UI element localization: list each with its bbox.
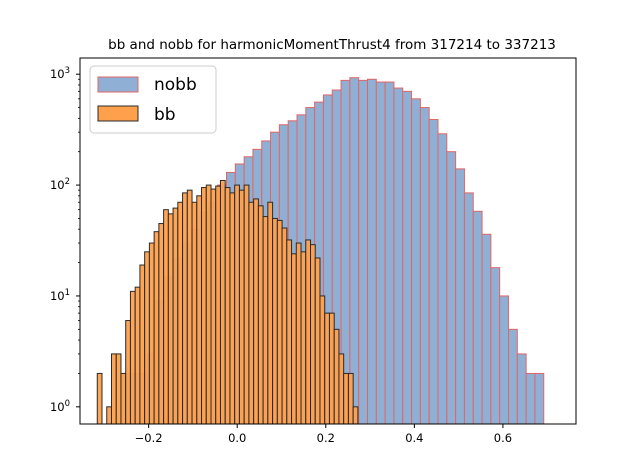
x-tick-label-0: −0.2 (135, 431, 163, 445)
bar-bb-4 (115, 353, 122, 425)
bar-bb-10 (144, 251, 150, 425)
bar-bb-2 (106, 406, 112, 425)
bar-bb-46 (314, 257, 321, 425)
x-tick-label-2: 0.2 (317, 431, 335, 445)
bar-bb-43 (300, 251, 307, 425)
bar-bb-30 (238, 189, 245, 425)
bar-bb-54 (352, 406, 359, 425)
bar-bb-27 (224, 187, 231, 425)
y-tick-label-2: 102 (50, 177, 70, 192)
bar-nobb-33 (411, 98, 421, 425)
bar-nobb-29 (375, 81, 386, 425)
bar-nobb-27 (358, 79, 369, 425)
bar-nobb-42 (490, 267, 501, 425)
bar-nobb-47 (534, 372, 545, 425)
bar-bb-31 (243, 184, 250, 425)
bar-bb-15 (167, 213, 174, 425)
bar-bb-53 (347, 372, 354, 425)
bar-bb-22 (201, 187, 207, 425)
x-axis: −0.2 0.0 0.2 0.4 0.6 (135, 424, 512, 445)
bar-nobb-45 (516, 353, 527, 425)
bar-bb-19 (186, 189, 193, 425)
bar-bb-38 (276, 219, 283, 425)
bar-bb-50 (333, 328, 340, 425)
bar-bb-45 (310, 244, 316, 425)
bar-bb-28 (229, 192, 236, 425)
bar-bb-41 (291, 253, 297, 425)
legend-box (89, 65, 217, 134)
legend: nobb bb (89, 65, 217, 134)
bar-bb-36 (267, 201, 274, 425)
bar-bb-42 (295, 242, 302, 425)
bar-bb-8 (134, 286, 141, 425)
bar-bb-0 (96, 372, 103, 425)
bar-bb-52 (343, 372, 349, 425)
bar-bb-24 (210, 188, 217, 425)
bar-nobb-36 (437, 133, 448, 425)
bar-bb-40 (286, 239, 293, 425)
bar-bb-26 (219, 179, 226, 425)
legend-swatch-nobb (97, 76, 139, 93)
bar-bb-3 (110, 353, 117, 425)
bar-bb-51 (338, 353, 345, 425)
bar-bb-14 (163, 209, 169, 425)
bar-bb-12 (153, 231, 160, 425)
bar-nobb-26 (349, 77, 360, 425)
legend-label-bb: bb (154, 105, 176, 125)
y-tick-label-0: 100 (50, 399, 70, 414)
bar-nobb-32 (402, 90, 413, 425)
bar-bb-23 (205, 184, 212, 425)
bar-bb-5 (120, 372, 127, 425)
bar-bb-29 (234, 184, 240, 425)
bar-nobb-41 (481, 233, 492, 425)
bar-nobb-34 (419, 107, 430, 425)
chart-title: bb and nobb for harmonicMomentThrust4 fr… (108, 37, 556, 53)
bar-bb-11 (148, 242, 155, 425)
bar-bb-49 (328, 312, 335, 425)
bar-nobb-35 (428, 119, 439, 425)
bar-bb-6 (125, 320, 131, 425)
bar-nobb-31 (393, 87, 404, 425)
y-tick-label-1: 101 (50, 288, 70, 303)
bar-bb-25 (215, 185, 221, 425)
bar-nobb-38 (455, 168, 465, 425)
bar-nobb-43 (499, 295, 510, 425)
bar-nobb-46 (525, 372, 536, 425)
bar-bb-18 (182, 192, 188, 425)
bar-nobb-30 (384, 81, 395, 425)
bar-bb-20 (191, 201, 198, 425)
legend-swatch-bb (97, 105, 139, 122)
bar-bb-17 (177, 201, 184, 425)
bar-bb-13 (158, 223, 165, 425)
x-tick-label-3: 0.4 (405, 431, 423, 445)
bar-bb-32 (248, 201, 255, 425)
bar-nobb-39 (463, 192, 474, 425)
bar-bb-44 (305, 239, 312, 425)
x-tick-label-1: 0.0 (228, 431, 246, 445)
y-tick-label-3: 103 (50, 66, 70, 81)
bar-bb-33 (253, 198, 259, 425)
bar-bb-34 (257, 205, 264, 425)
bar-nobb-28 (367, 78, 377, 425)
legend-label-nobb: nobb (154, 75, 197, 95)
bar-nobb-44 (508, 328, 518, 425)
bar-bb-21 (196, 195, 203, 425)
bar-bb-35 (262, 216, 269, 425)
y-axis: 100 101 102 103 (50, 66, 80, 414)
bar-bb-47 (319, 295, 326, 425)
bar-nobb-37 (446, 151, 457, 425)
bar-bb-48 (324, 312, 330, 425)
bar-nobb-40 (472, 210, 483, 425)
bars-layer (96, 77, 545, 425)
bar-bb-39 (281, 227, 288, 425)
bar-bb-37 (272, 217, 278, 425)
bar-bb-16 (172, 207, 179, 425)
bar-bb-7 (129, 290, 136, 425)
bar-bb-9 (139, 264, 146, 425)
x-tick-label-4: 0.6 (494, 431, 512, 445)
plot-frame (79, 57, 577, 425)
